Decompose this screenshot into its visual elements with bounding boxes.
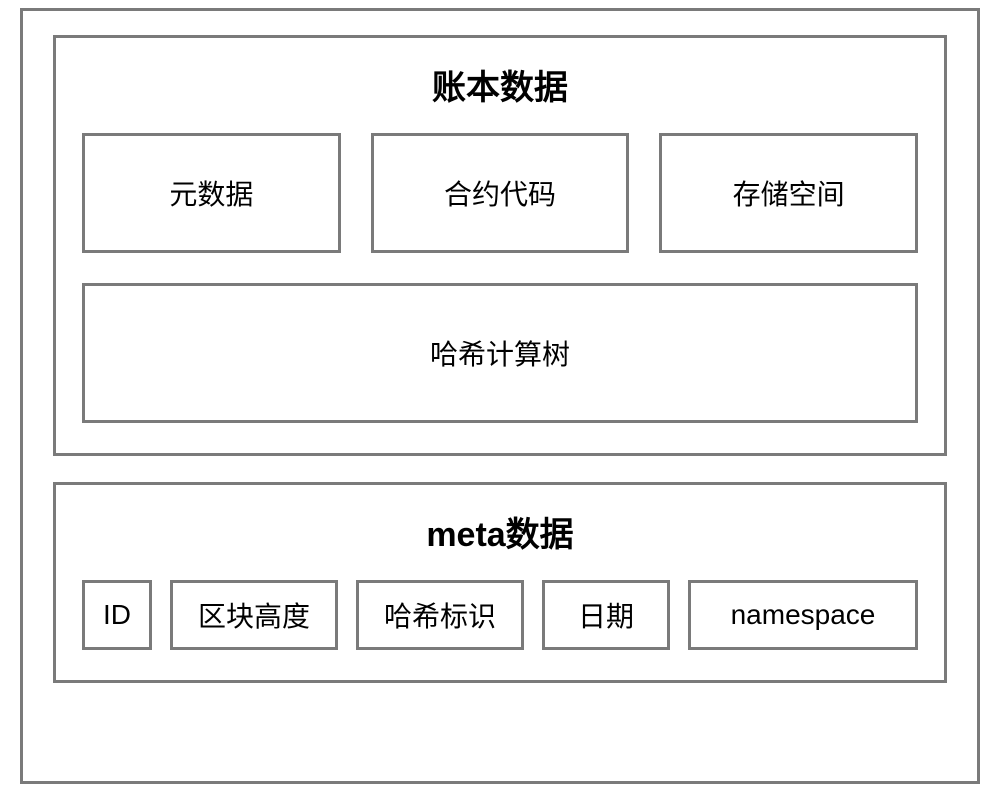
meta-field-date: 日期 [542, 580, 670, 650]
ledger-cell-metadata: 元数据 [82, 133, 341, 253]
ledger-cell-hash-tree: 哈希计算树 [82, 283, 918, 423]
ledger-row1: 元数据 合约代码 存储空间 [82, 133, 918, 253]
ledger-cell-contract-code: 合约代码 [371, 133, 630, 253]
meta-title: meta数据 [426, 507, 573, 556]
ledger-title: 账本数据 [432, 60, 568, 109]
ledger-cell-storage: 存储空间 [659, 133, 918, 253]
meta-fields-row: ID 区块高度 哈希标识 日期 namespace [82, 580, 918, 650]
meta-section: meta数据 ID 区块高度 哈希标识 日期 namespace [53, 482, 947, 683]
diagram-outer: 账本数据 元数据 合约代码 存储空间 哈希计算树 meta数据 ID 区块高度 … [20, 8, 980, 784]
meta-field-hash: 哈希标识 [356, 580, 524, 650]
meta-field-id: ID [82, 580, 152, 650]
meta-field-namespace: namespace [688, 580, 918, 650]
meta-field-block-height: 区块高度 [170, 580, 338, 650]
ledger-section: 账本数据 元数据 合约代码 存储空间 哈希计算树 [53, 35, 947, 456]
